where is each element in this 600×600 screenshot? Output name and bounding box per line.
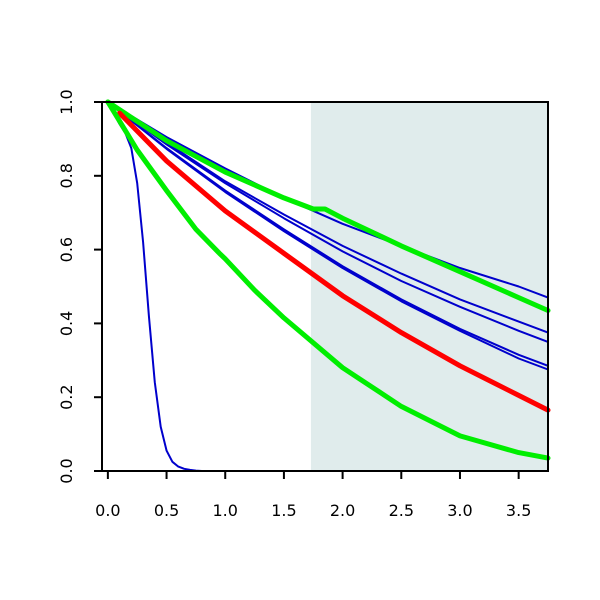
y-tick-label: 0.6 <box>57 237 76 262</box>
x-tick-label: 1.5 <box>271 501 296 520</box>
x-tick-label: 0.0 <box>95 501 120 520</box>
y-tick-label: 0.4 <box>57 311 76 336</box>
series-line-6 <box>106 101 549 371</box>
y-tick-label: 0.2 <box>57 384 76 409</box>
x-tick-label: 2.0 <box>330 501 355 520</box>
x-tick-label: 3.5 <box>506 501 531 520</box>
y-tick-label: 0.0 <box>57 458 76 483</box>
series-line-9 <box>105 99 551 461</box>
series-line-3 <box>106 101 549 334</box>
x-tick-label: 1.0 <box>213 501 238 520</box>
series-line-7 <box>105 99 551 313</box>
series-line-8 <box>117 110 551 413</box>
y-tick-label: 1.0 <box>57 89 76 114</box>
x-tick-label: 2.5 <box>389 501 414 520</box>
series-layer <box>105 99 551 472</box>
series-line-2 <box>106 101 549 299</box>
series-line-4 <box>106 101 549 343</box>
plot-frame <box>101 101 549 472</box>
x-tick-label: 0.5 <box>154 501 179 520</box>
y-tick-label: 0.8 <box>57 163 76 188</box>
x-tick-label: 3.0 <box>447 501 472 520</box>
axes-layer: 0.0 0.5 1.0 1.5 2.0 2.5 3.0 3.5 0.0 0.2 0.4 0.6 0.8 1… <box>57 89 549 520</box>
